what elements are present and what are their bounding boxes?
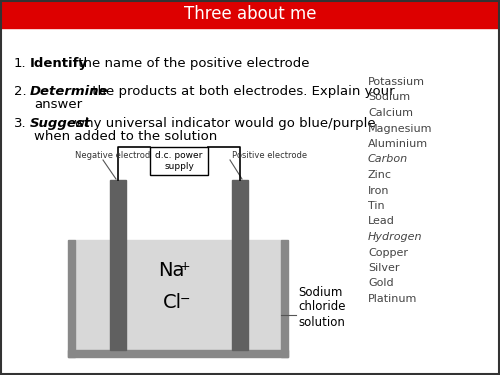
- Text: the products at both electrodes. Explain your: the products at both electrodes. Explain…: [88, 85, 394, 98]
- Text: answer: answer: [34, 98, 82, 111]
- Text: when added to the solution: when added to the solution: [34, 130, 217, 143]
- Text: 1.: 1.: [14, 57, 26, 70]
- Text: Silver: Silver: [368, 263, 400, 273]
- Text: Gold: Gold: [368, 279, 394, 288]
- Text: d.c. power
supply: d.c. power supply: [156, 151, 202, 171]
- Text: why universal indicator would go blue/purple: why universal indicator would go blue/pu…: [70, 117, 376, 130]
- Text: 2.: 2.: [14, 85, 26, 98]
- Bar: [110, 180, 126, 350]
- Text: 3.: 3.: [14, 117, 26, 130]
- Bar: [75, 240, 281, 350]
- Text: Tin: Tin: [368, 201, 384, 211]
- Bar: [232, 180, 248, 350]
- Bar: [68, 350, 288, 357]
- Text: Lead: Lead: [368, 216, 395, 226]
- Text: Magnesium: Magnesium: [368, 123, 432, 134]
- Text: Potassium: Potassium: [368, 77, 425, 87]
- Text: Positive electrode: Positive electrode: [232, 151, 307, 160]
- Text: Iron: Iron: [368, 186, 390, 195]
- Text: +: +: [180, 260, 190, 273]
- Text: Identify: Identify: [30, 57, 88, 70]
- Text: Determine: Determine: [30, 85, 108, 98]
- Bar: [0, 0, 500, 28]
- Text: Platinum: Platinum: [368, 294, 418, 304]
- Text: Negative electrode: Negative electrode: [75, 151, 156, 160]
- Text: Copper: Copper: [368, 248, 408, 258]
- Text: the name of the positive electrode: the name of the positive electrode: [74, 57, 310, 70]
- Text: Aluminium: Aluminium: [368, 139, 428, 149]
- Text: Sodium
chloride
solution: Sodium chloride solution: [298, 285, 346, 328]
- Text: Carbon: Carbon: [368, 154, 408, 165]
- Text: Calcium: Calcium: [368, 108, 413, 118]
- Text: Hydrogen: Hydrogen: [368, 232, 422, 242]
- Text: −: −: [180, 292, 190, 306]
- Text: Sodium: Sodium: [368, 93, 410, 102]
- Text: Na: Na: [158, 261, 184, 279]
- Bar: [150, 147, 208, 175]
- Text: Zinc: Zinc: [368, 170, 392, 180]
- Bar: [68, 240, 75, 357]
- Text: Suggest: Suggest: [30, 117, 91, 130]
- Bar: [281, 240, 288, 357]
- Text: Three about me: Three about me: [184, 5, 316, 23]
- Text: Cl: Cl: [163, 294, 182, 312]
